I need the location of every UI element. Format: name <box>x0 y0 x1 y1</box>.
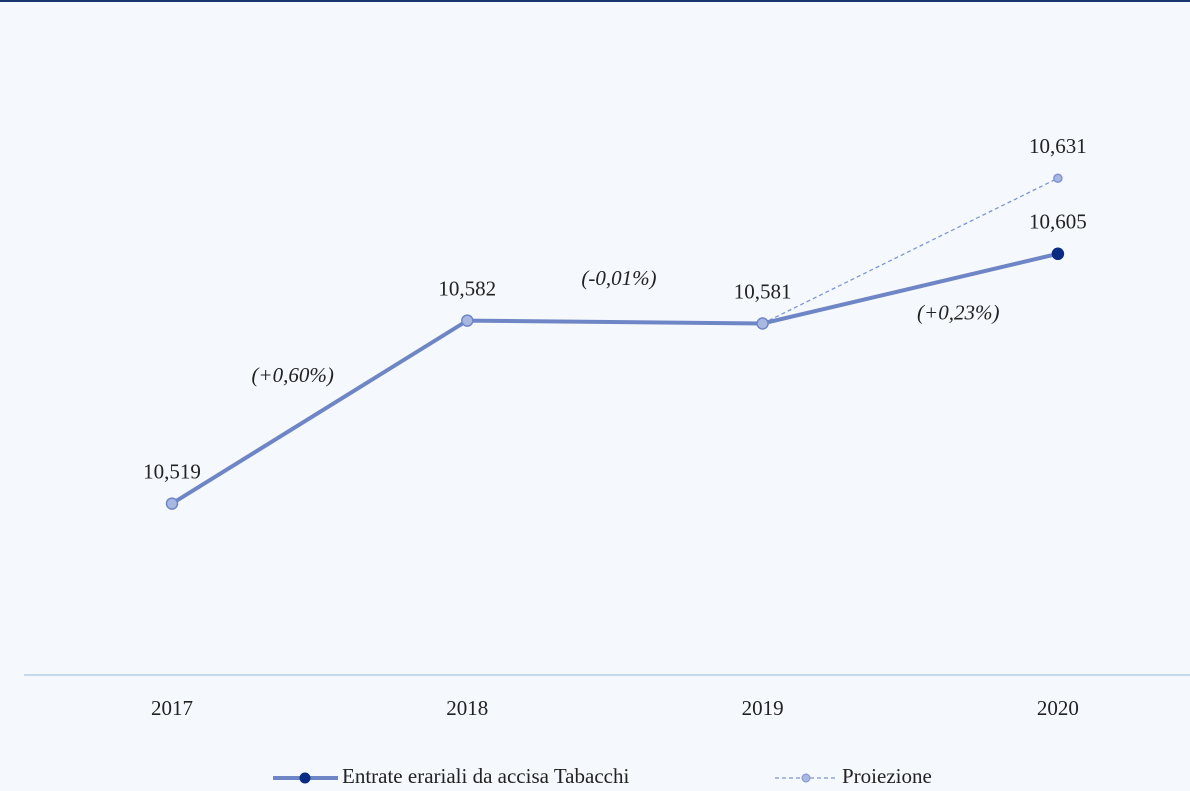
value-label: 10,631 <box>1029 134 1087 158</box>
x-tick-label: 2017 <box>151 696 193 720</box>
legend-marker <box>299 772 311 784</box>
value-label: 10,605 <box>1029 210 1087 234</box>
series-line <box>170 251 1059 506</box>
annotation: (+0,23%) <box>917 300 999 324</box>
annotation: (+0,60%) <box>251 363 333 387</box>
x-tick-label: 2019 <box>742 696 784 720</box>
legend-marker <box>801 773 811 783</box>
marker <box>1053 173 1063 183</box>
legend-label: Proiezione <box>842 764 932 788</box>
value-label: 10,519 <box>143 459 201 483</box>
marker <box>165 497 179 510</box>
value-label: 10,581 <box>734 279 792 303</box>
x-tick-label: 2018 <box>446 696 488 720</box>
annotation: (-0,01%) <box>581 266 656 290</box>
series-line <box>762 177 1059 325</box>
marker <box>1051 247 1065 261</box>
marker <box>756 317 769 330</box>
marker <box>461 314 474 327</box>
value-label: 10,582 <box>438 276 496 300</box>
legend-label: Entrate erariali da accisa Tabacchi <box>342 764 629 788</box>
x-tick-label: 2020 <box>1037 696 1079 720</box>
top-border <box>0 0 1190 2</box>
